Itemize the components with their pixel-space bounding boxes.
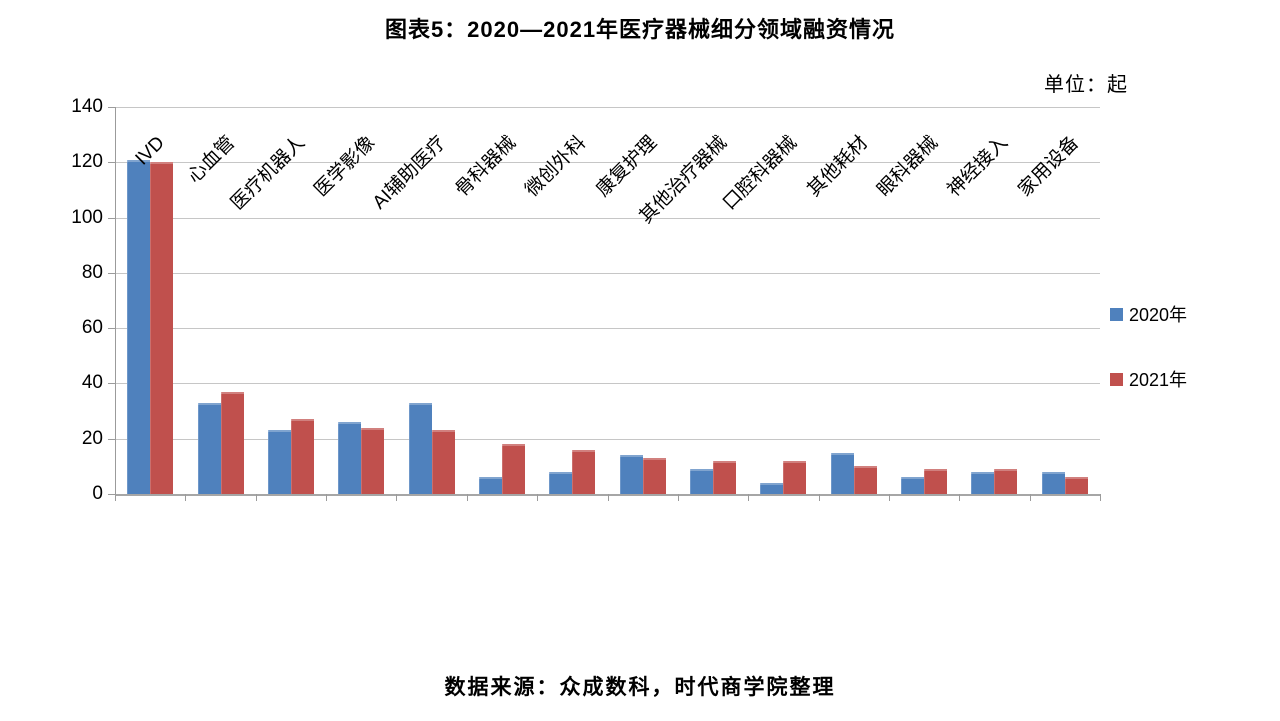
bar [549, 471, 573, 494]
legend-item: 2021年 [1110, 368, 1278, 390]
x-axis-category-label: 眼科器械 [873, 132, 943, 201]
bar [197, 402, 221, 494]
x-axis-tick-mark [677, 494, 679, 501]
bar [690, 469, 714, 494]
gridline [115, 272, 1100, 274]
source-note: 数据来源：众成数科，时代商学院整理 [444, 676, 836, 699]
legend-series-label: 2020年 [1129, 305, 1188, 325]
y-axis-tick-mark [108, 328, 115, 330]
bar [1064, 477, 1088, 494]
y-axis-tick-mark [108, 494, 115, 495]
x-axis-tick-mark [748, 494, 750, 501]
x-axis-category-label: 康复护理 [592, 132, 661, 201]
y-axis-tick-label: 40 [81, 372, 103, 394]
y-axis-line [115, 107, 116, 494]
bar [1041, 471, 1065, 494]
bar [830, 452, 854, 494]
bar [408, 402, 432, 494]
y-axis-tick-label: 80 [81, 261, 103, 283]
y-axis-tick-mark [108, 383, 115, 385]
y-axis-tick-label: 60 [81, 317, 103, 339]
x-axis-tick-mark [959, 494, 961, 501]
x-axis-tick-mark [888, 494, 890, 501]
x-axis-tick-mark [326, 494, 328, 501]
x-axis-tick-mark [818, 494, 820, 501]
bar [642, 458, 666, 494]
bar [501, 444, 525, 494]
bar [478, 477, 502, 494]
gridline [115, 217, 1100, 219]
x-axis-category-label: 家用设备 [1014, 132, 1083, 201]
gridline [115, 438, 1100, 440]
x-axis-category-label: 骨科器械 [451, 132, 521, 201]
x-axis-category-label: 微创外科 [521, 132, 591, 201]
legend-color-swatch [1110, 372, 1123, 386]
x-axis-tick-mark [607, 494, 609, 501]
x-axis-tick-mark [396, 494, 398, 501]
bar [361, 427, 385, 494]
gridline [115, 107, 1100, 108]
x-axis-tick-mark [255, 494, 257, 501]
chart-title: 图表5：2020—2021年医疗器械细分领域融资情况 [384, 17, 896, 42]
x-axis-tick-mark [537, 494, 539, 501]
bar [760, 482, 784, 494]
x-axis-tick-mark [1029, 494, 1031, 501]
chart-legend: 2020年 2021年 [1110, 303, 1278, 433]
bar [901, 477, 925, 494]
x-axis-category-label: AI辅助医疗 [368, 132, 450, 214]
bar-chart-plot-area: 0 20 40 60 80 100 120 140 IVD 心血管 医疗机器人 医学影像 AI辅助医疗… [71, 97, 1101, 504]
y-axis-tick-label: 120 [71, 151, 103, 173]
y-axis-tick-label: 100 [71, 206, 103, 228]
x-axis-category-label: 口腔科器械 [719, 132, 802, 215]
unit-label: 单位：起 [1044, 74, 1128, 96]
x-axis-category-label: 医疗机器人 [227, 132, 310, 215]
gridline [115, 328, 1100, 330]
bar [783, 460, 807, 494]
bar [853, 466, 877, 494]
y-axis-tick-label: 20 [81, 427, 103, 449]
y-axis-tick-label: 140 [71, 96, 103, 117]
bar [431, 430, 455, 494]
bar [290, 419, 314, 494]
x-axis-tick-mark [1100, 494, 1101, 501]
x-axis-tick-mark [185, 494, 187, 501]
y-axis-tick-mark [108, 217, 115, 219]
x-axis-category-label: 神经接入 [944, 132, 1013, 201]
bar [994, 469, 1018, 494]
x-axis-tick-mark [466, 494, 468, 501]
x-axis-tick-mark [115, 494, 116, 501]
gridline [115, 383, 1100, 385]
legend-series-label: 2021年 [1129, 370, 1188, 390]
bar [572, 449, 596, 494]
bar [150, 162, 174, 494]
legend-item: 2020年 [1110, 303, 1278, 325]
x-axis-category-label: 医学影像 [310, 132, 380, 201]
y-axis-tick-mark [108, 107, 115, 108]
bar [924, 469, 948, 494]
legend-color-swatch [1110, 307, 1123, 321]
x-axis-category-label: 心血管 [183, 132, 239, 188]
bar [220, 391, 244, 494]
y-axis-tick-mark [108, 162, 115, 164]
y-axis-tick-mark [108, 272, 115, 274]
bar [267, 430, 291, 494]
y-axis-tick-label: 0 [92, 483, 103, 504]
bar [127, 159, 151, 494]
gridline [115, 162, 1100, 164]
y-axis-tick-mark [108, 438, 115, 440]
bar [713, 460, 737, 494]
x-axis-category-label: 其他耗材 [803, 132, 872, 201]
bar [338, 422, 362, 494]
bar [619, 455, 643, 494]
bar [971, 471, 995, 494]
